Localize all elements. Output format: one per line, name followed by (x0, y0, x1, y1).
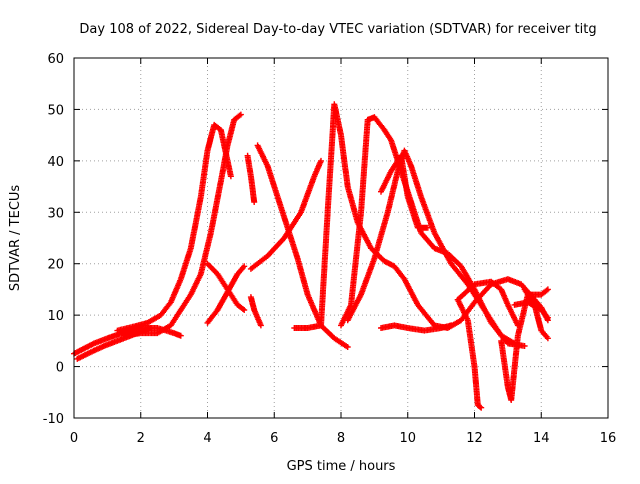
y-tick-label: -10 (43, 412, 64, 427)
y-tick-label: 0 (56, 361, 64, 376)
x-tick-label: 16 (600, 431, 617, 446)
y-tick-label: 20 (47, 258, 64, 273)
y-tick-label: 50 (47, 103, 64, 118)
x-tick-label: 2 (137, 431, 145, 446)
x-tick-label: 10 (399, 431, 416, 446)
x-tick-label: 8 (337, 431, 345, 446)
x-axis-label: GPS time / hours (287, 459, 396, 474)
x-tick-label: 14 (533, 431, 550, 446)
y-tick-label: 60 (47, 52, 64, 67)
y-tick-label: 40 (47, 155, 64, 170)
y-tick-label: 30 (47, 206, 64, 221)
y-tick-label: 10 (47, 309, 64, 324)
x-tick-label: 4 (203, 431, 211, 446)
x-tick-label: 12 (466, 431, 483, 446)
x-tick-label: 0 (70, 431, 78, 446)
y-axis-label: SDTVAR / TECUs (8, 185, 23, 292)
chart-title: Day 108 of 2022, Sidereal Day-to-day VTE… (79, 22, 596, 37)
x-tick-label: 6 (270, 431, 278, 446)
